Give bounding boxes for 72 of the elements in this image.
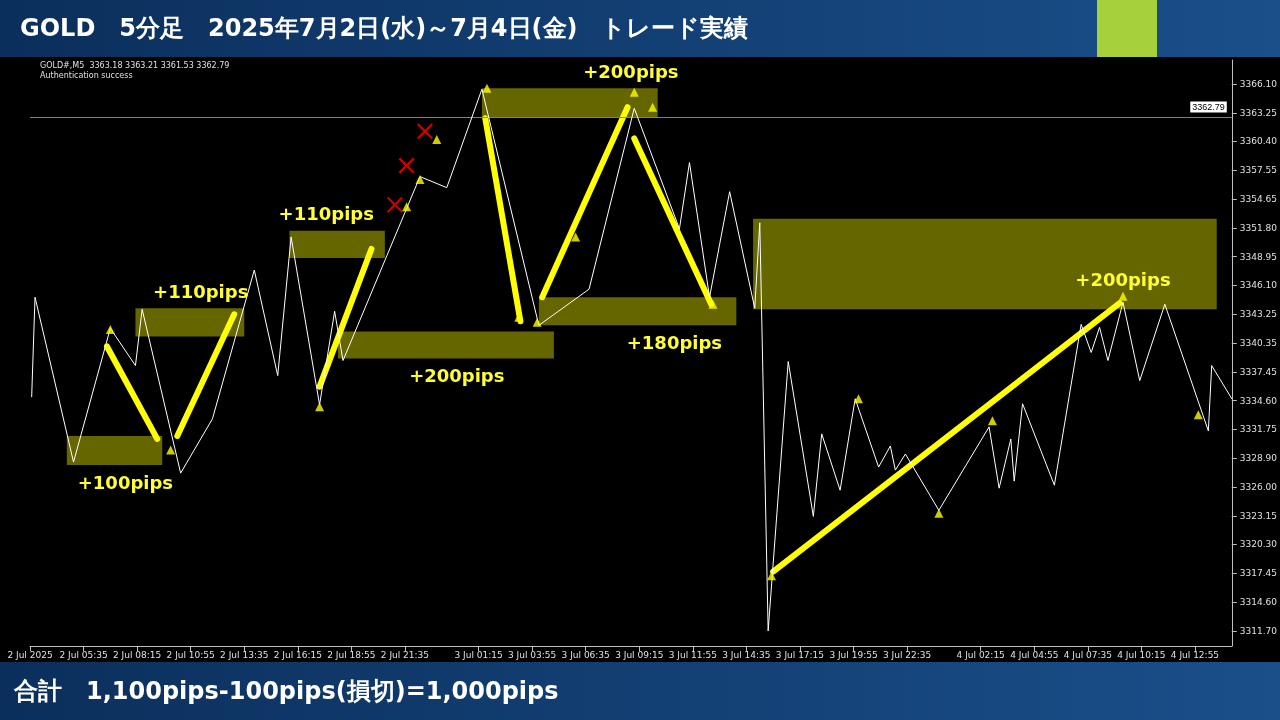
point	[708, 299, 718, 309]
x-tick-label: 3 Jul 14:35	[722, 649, 771, 660]
x-tick-label: 2 Jul 18:55	[327, 649, 376, 660]
x-tick-label: 2 Jul 2025	[7, 649, 53, 660]
x-tick-label: 3 Jul 19:55	[829, 649, 878, 660]
y-tick-label: 3348.95	[1239, 251, 1277, 262]
point	[398, 157, 415, 174]
x-tick-label: 2 Jul 21:35	[380, 649, 430, 660]
annotation: +100pips	[77, 471, 174, 493]
y-tick-label: 3354.65	[1239, 194, 1277, 205]
annotation: +180pips	[626, 331, 723, 353]
y-tick-label: 3343.25	[1239, 308, 1277, 319]
point	[766, 571, 776, 581]
annotation: +110pips	[153, 280, 249, 302]
x-tick-label: 4 Jul 10:15	[1117, 649, 1166, 660]
y-tick-label: 3331.75	[1239, 424, 1277, 435]
y-tick-label: 3320.30	[1239, 539, 1278, 550]
point	[934, 508, 944, 518]
x-tick-label: 3 Jul 22:35	[882, 649, 932, 660]
annotation: +200pips	[409, 365, 505, 387]
point	[987, 416, 997, 426]
y-tick-label: 3346.10	[1239, 280, 1278, 291]
y-tick-label: 3363.25	[1239, 107, 1277, 118]
x-tick-label: 3 Jul 01:15	[454, 649, 503, 660]
x-tick-label: 3 Jul 03:55	[508, 649, 557, 660]
x-tick-label: 4 Jul 12:55	[1170, 649, 1220, 660]
chart-title: GOLD 5分足 2025年7月2日(水)～7月4日(金) トレード実績	[0, 0, 1280, 57]
x-tick-label: 2 Jul 10:55	[166, 649, 215, 660]
y-tick-label: 3328.90	[1239, 453, 1278, 464]
y-tick-label: 3337.45	[1239, 367, 1277, 378]
annotation: +200pips	[1075, 268, 1171, 290]
x-tick-label: 3 Jul 17:15	[775, 649, 825, 660]
ref-line-label: 3362.79	[1192, 101, 1225, 112]
annotation: +200pips	[583, 60, 679, 82]
x-tick-label: 2 Jul 16:15	[273, 649, 322, 660]
x-tick-label: 2 Jul 05:35	[59, 649, 108, 660]
y-tick-label: 3311.70	[1239, 625, 1278, 636]
x-tick-label: 3 Jul 09:15	[615, 649, 664, 660]
point	[105, 324, 115, 334]
x-tick-label: 3 Jul 06:35	[561, 649, 610, 660]
y-tick-label: 3351.80	[1239, 222, 1278, 233]
point	[482, 83, 492, 93]
point	[854, 394, 864, 404]
annotation: Authentication success	[40, 70, 133, 80]
y-tick-label: 3326.00	[1239, 482, 1278, 493]
point	[629, 87, 639, 97]
point	[315, 402, 325, 412]
x-tick-label: 4 Jul 04:55	[1010, 649, 1059, 660]
point	[532, 317, 542, 327]
text: 合計 1,100pips-100pips(損切)=1,000pips	[0, 662, 1280, 720]
y-tick-label: 3323.15	[1239, 510, 1277, 521]
point	[1118, 291, 1128, 301]
y-tick-label: 3366.10	[1239, 79, 1278, 90]
point	[415, 175, 425, 185]
x-tick-label: 2 Jul 13:35	[220, 649, 269, 660]
y-tick-label: 3360.40	[1239, 136, 1278, 147]
x-tick-label: 4 Jul 02:15	[956, 649, 1005, 660]
point	[386, 196, 403, 213]
annotation: +110pips	[278, 203, 374, 225]
y-tick-label: 3314.60	[1239, 596, 1278, 607]
annotation: GOLD#,M5 3363.18 3363.21 3361.53 3362.79	[40, 60, 230, 70]
point	[402, 202, 412, 212]
point	[417, 123, 434, 140]
x-tick-label: 2 Jul 08:15	[113, 649, 162, 660]
y-tick-label: 3340.35	[1239, 337, 1277, 348]
x-tick-label: 3 Jul 11:55	[668, 649, 717, 660]
y-tick-label: 3317.45	[1239, 568, 1277, 579]
y-tick-label: 3334.60	[1239, 395, 1278, 406]
point	[432, 134, 442, 144]
point	[648, 102, 658, 112]
x-tick-label: 4 Jul 07:35	[1063, 649, 1112, 660]
y-tick-label: 3357.55	[1239, 165, 1277, 176]
